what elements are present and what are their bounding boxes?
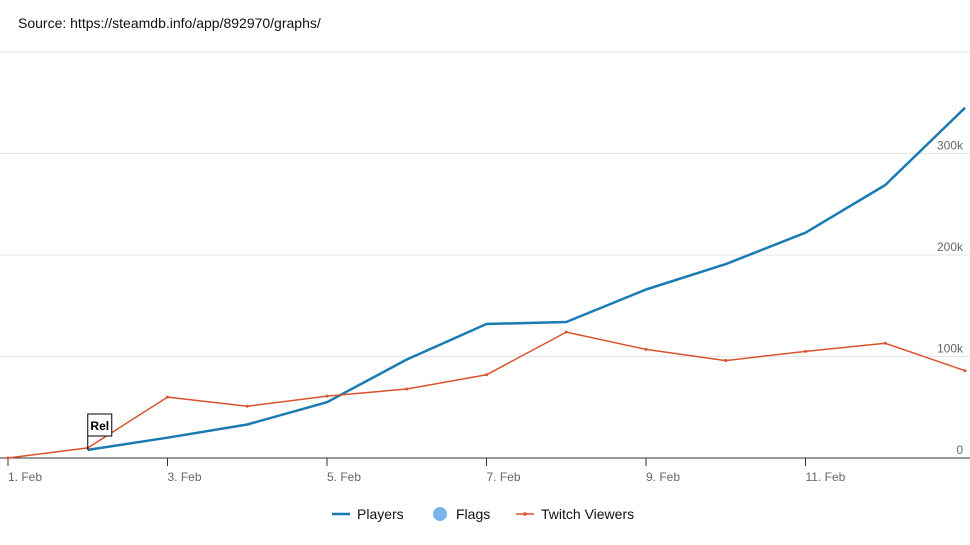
- y-tick-label: 200k: [937, 240, 964, 254]
- legend-twitch-label: Twitch Viewers: [541, 506, 634, 522]
- twitch-viewers-point: [405, 387, 409, 391]
- twitch-viewers-point: [644, 347, 648, 351]
- twitch-viewers-point: [883, 341, 887, 345]
- twitch-viewers-point: [325, 394, 329, 398]
- y-tick-label: 100k: [937, 342, 964, 356]
- twitch-viewers-point: [166, 395, 169, 399]
- legend-flags-symbol: [433, 507, 447, 521]
- series-line-players: [87, 106, 966, 452]
- x-tick-label: 11. Feb: [806, 470, 846, 484]
- x-tick-label: 5. Feb: [327, 470, 361, 484]
- y-tick-label: 300k: [937, 139, 964, 153]
- twitch-viewers-point: [564, 330, 568, 334]
- x-tick-label: 7. Feb: [487, 470, 521, 484]
- x-tick-label: 9. Feb: [646, 470, 680, 484]
- legend-flags-label: Flags: [456, 506, 490, 522]
- legend-twitch-marker: [523, 512, 527, 516]
- twitch-viewers-point: [6, 456, 10, 460]
- twitch-viewers-point: [485, 373, 488, 377]
- legend-players-label: Players: [357, 506, 404, 522]
- flag-box: [87, 413, 113, 437]
- twitch-viewers-point: [804, 349, 807, 353]
- flag-label: Rel: [90, 419, 109, 433]
- source-note: Source: https://steamdb.info/app/892970/…: [18, 15, 321, 31]
- twitch-viewers-point: [245, 404, 249, 408]
- y-tick-label: 0: [956, 443, 963, 457]
- twitch-viewers-point: [724, 359, 728, 363]
- twitch-viewers-point: [963, 369, 967, 373]
- x-tick-label: 3. Feb: [168, 470, 202, 484]
- x-tick-label: 1. Feb: [8, 470, 42, 484]
